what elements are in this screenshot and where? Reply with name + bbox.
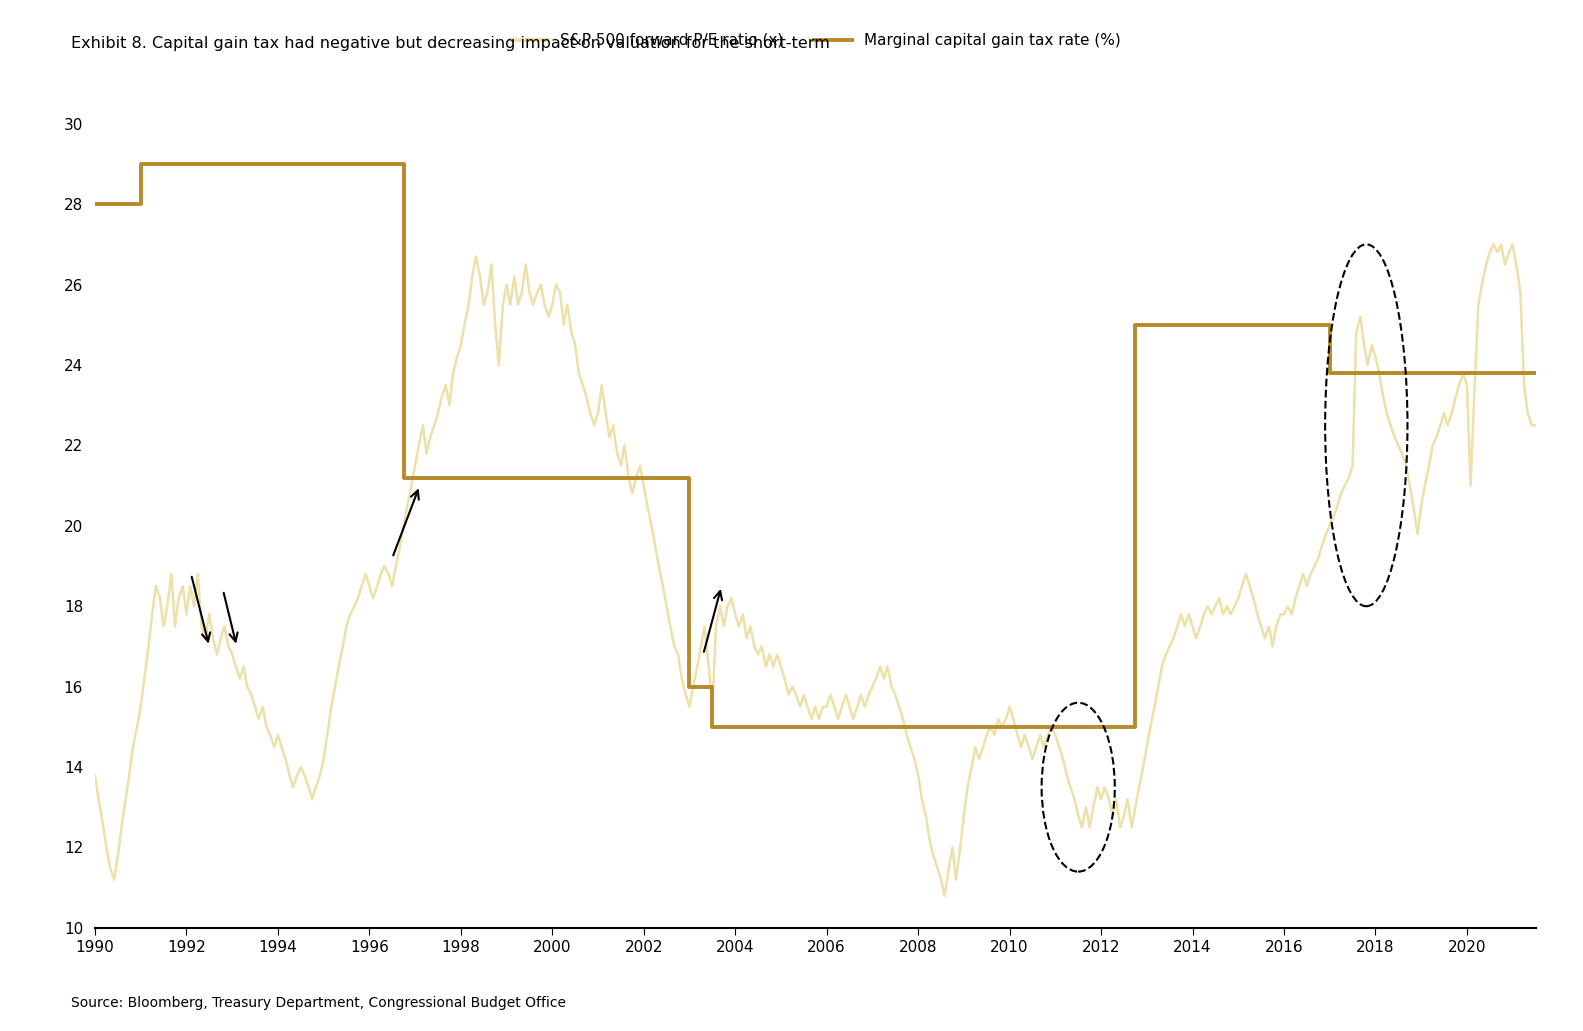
Text: Source: Bloomberg, Treasury Department, Congressional Budget Office: Source: Bloomberg, Treasury Department, … <box>71 996 567 1010</box>
S&P 500 forward P/E ratio (x) <box>1483 238 1502 251</box>
Marginal capital gain tax rate (%) <box>1126 721 1145 733</box>
Marginal capital gain tax rate (%) <box>394 471 413 484</box>
Marginal capital gain tax rate (%) <box>703 680 722 693</box>
S&P 500 forward P/E ratio (x) <box>1141 721 1160 733</box>
S&P 500 forward P/E ratio (x) <box>936 890 955 902</box>
Marginal capital gain tax rate (%) <box>681 471 700 484</box>
S&P 500 forward P/E ratio (x) <box>1420 460 1439 472</box>
S&P 500 forward P/E ratio (x) <box>1088 781 1107 794</box>
S&P 500 forward P/E ratio (x) <box>470 270 489 282</box>
Marginal capital gain tax rate (%) <box>394 158 413 170</box>
Marginal capital gain tax rate (%) <box>1526 367 1545 379</box>
Marginal capital gain tax rate (%) <box>85 198 104 210</box>
S&P 500 forward P/E ratio (x) <box>85 769 104 781</box>
Marginal capital gain tax rate (%) <box>1320 319 1339 331</box>
Marginal capital gain tax rate (%) <box>681 680 700 693</box>
S&P 500 forward P/E ratio (x) <box>1526 419 1545 431</box>
Marginal capital gain tax rate (%) <box>1320 367 1339 379</box>
Line: Marginal capital gain tax rate (%): Marginal capital gain tax rate (%) <box>95 164 1536 727</box>
Line: S&P 500 forward P/E ratio (x): S&P 500 forward P/E ratio (x) <box>95 244 1536 896</box>
Marginal capital gain tax rate (%) <box>1126 319 1145 331</box>
Marginal capital gain tax rate (%) <box>131 198 150 210</box>
S&P 500 forward P/E ratio (x) <box>146 579 165 592</box>
Marginal capital gain tax rate (%) <box>703 721 722 733</box>
Text: Exhibit 8. Capital gain tax had negative but decreasing impact on valuation for : Exhibit 8. Capital gain tax had negative… <box>71 36 829 52</box>
S&P 500 forward P/E ratio (x) <box>730 620 749 632</box>
Legend: S&P 500 forward P/E ratio (x), Marginal capital gain tax rate (%): S&P 500 forward P/E ratio (x), Marginal … <box>503 27 1127 54</box>
Marginal capital gain tax rate (%) <box>131 158 150 170</box>
